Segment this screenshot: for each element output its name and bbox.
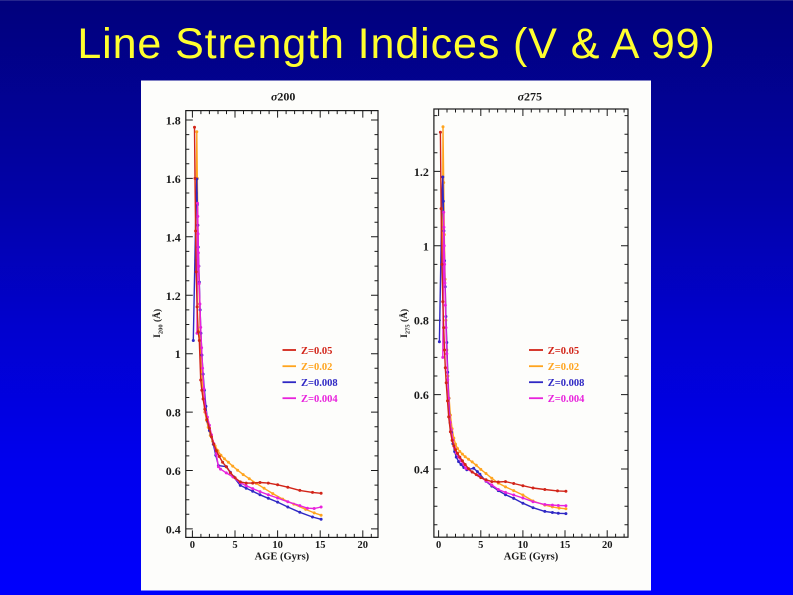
svg-text:σ200: σ200	[271, 89, 295, 103]
svg-text:Z=0.004: Z=0.004	[548, 394, 585, 405]
svg-text:15: 15	[315, 540, 326, 551]
svg-text:Z=0.008: Z=0.008	[301, 378, 338, 389]
svg-text:1.6: 1.6	[166, 172, 181, 186]
svg-text:Z=0.05: Z=0.05	[301, 346, 332, 357]
svg-text:Z=0.004: Z=0.004	[301, 394, 338, 405]
svg-text:0.8: 0.8	[166, 406, 181, 420]
svg-text:AGE (Gyrs): AGE (Gyrs)	[255, 552, 310, 563]
svg-text:Z=0.02: Z=0.02	[301, 362, 332, 373]
svg-text:0: 0	[190, 540, 195, 551]
svg-text:1.2: 1.2	[166, 289, 181, 303]
svg-text:σ275: σ275	[518, 89, 542, 103]
svg-text:20: 20	[358, 540, 369, 551]
svg-text:Z=0.02: Z=0.02	[548, 362, 579, 373]
svg-text:1.4: 1.4	[166, 230, 181, 244]
svg-text:Z=0.05: Z=0.05	[548, 346, 579, 357]
svg-text:1: 1	[175, 347, 181, 361]
svg-text:20: 20	[602, 540, 613, 551]
svg-text:1.8: 1.8	[166, 114, 181, 128]
svg-text:10: 10	[518, 540, 529, 551]
svg-text:0.6: 0.6	[414, 388, 429, 402]
svg-text:1: 1	[423, 239, 429, 253]
svg-text:5: 5	[232, 540, 237, 551]
svg-text:0.6: 0.6	[166, 464, 181, 478]
svg-text:5: 5	[478, 540, 483, 551]
svg-text:15: 15	[560, 540, 571, 551]
svg-text:0: 0	[436, 540, 441, 551]
svg-text:0.8: 0.8	[414, 314, 429, 328]
svg-text:1.2: 1.2	[414, 165, 429, 179]
svg-text:AGE (Gyrs): AGE (Gyrs)	[504, 552, 559, 563]
svg-text:0.4: 0.4	[414, 463, 429, 477]
svg-text:Z=0.008: Z=0.008	[548, 378, 585, 389]
svg-text:I275 (Å): I275 (Å)	[398, 309, 411, 338]
svg-text:0.4: 0.4	[166, 522, 181, 536]
svg-text:10: 10	[272, 540, 283, 551]
